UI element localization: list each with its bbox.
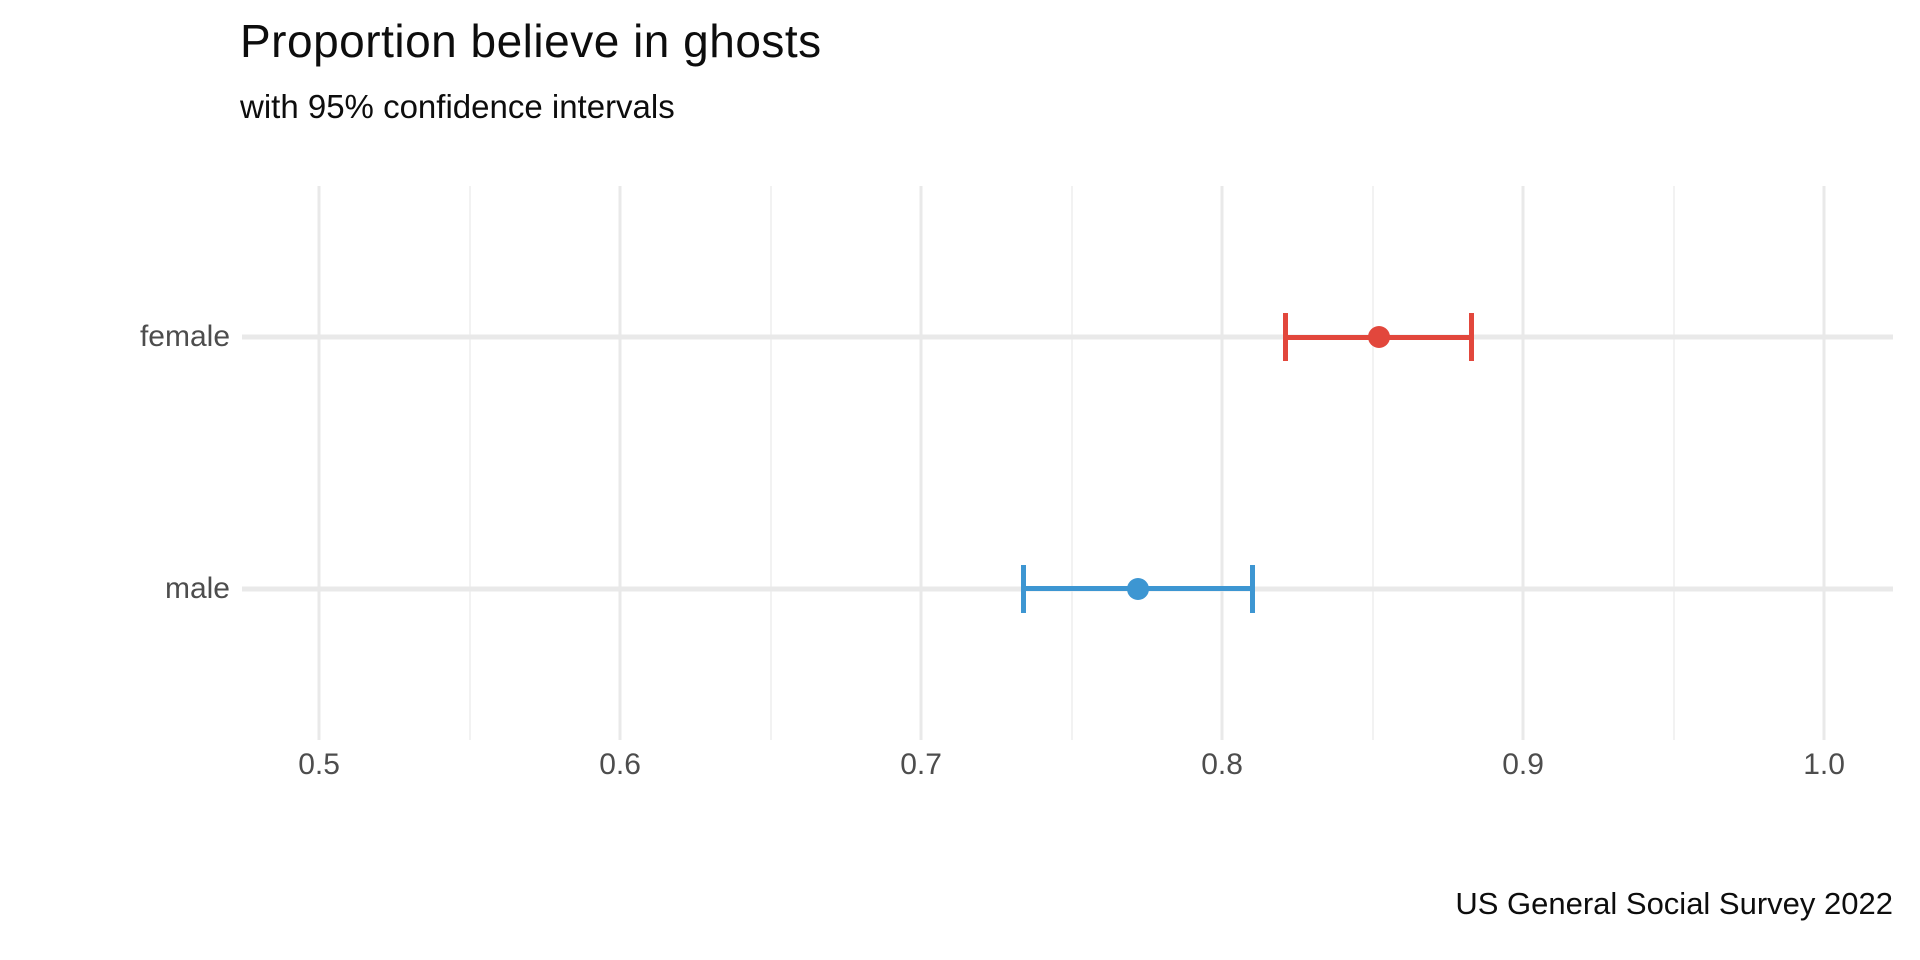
gridline-category-female <box>242 334 1893 340</box>
gridline-major-vertical <box>1822 186 1826 740</box>
point-estimate-female <box>1367 326 1390 349</box>
ci-cap-high-male <box>1249 564 1255 613</box>
chart-title: Proportion believe in ghosts <box>240 15 822 67</box>
x-tick-label-0.9: 0.9 <box>1502 748 1544 781</box>
gridline-major-vertical <box>1220 186 1224 740</box>
y-tick-label-female: female <box>139 320 230 354</box>
plot-panel <box>242 186 1893 740</box>
gridline-minor-vertical <box>1070 186 1073 740</box>
ci-cap-low-female <box>1282 313 1288 362</box>
x-tick-label-0.5: 0.5 <box>298 748 340 781</box>
x-tick-label-0.6: 0.6 <box>599 748 641 781</box>
gridline-minor-vertical <box>1371 186 1374 740</box>
x-tick-label-1.0: 1.0 <box>1803 748 1845 781</box>
ci-cap-low-male <box>1020 564 1026 613</box>
chart-subtitle: with 95% confidence intervals <box>240 88 675 125</box>
gridline-minor-vertical <box>769 186 772 740</box>
x-axis-labels: 0.5 0.6 0.7 0.8 0.9 1.0 <box>242 748 1893 792</box>
point-estimate-male <box>1126 577 1149 600</box>
chart-caption: US General Social Survey 2022 <box>1455 886 1893 921</box>
x-tick-label-0.8: 0.8 <box>1201 748 1243 781</box>
x-tick-label-0.7: 0.7 <box>900 748 942 781</box>
y-tick-label-male: male <box>164 571 230 605</box>
gridline-major-vertical <box>618 186 622 740</box>
y-axis-labels: female male <box>0 186 230 740</box>
ci-cap-high-female <box>1469 313 1475 362</box>
gridline-major-vertical <box>919 186 923 740</box>
gridline-minor-vertical <box>468 186 471 740</box>
gridline-major-vertical <box>317 186 321 740</box>
gridline-major-vertical <box>1521 186 1525 740</box>
gridline-minor-vertical <box>1672 186 1675 740</box>
